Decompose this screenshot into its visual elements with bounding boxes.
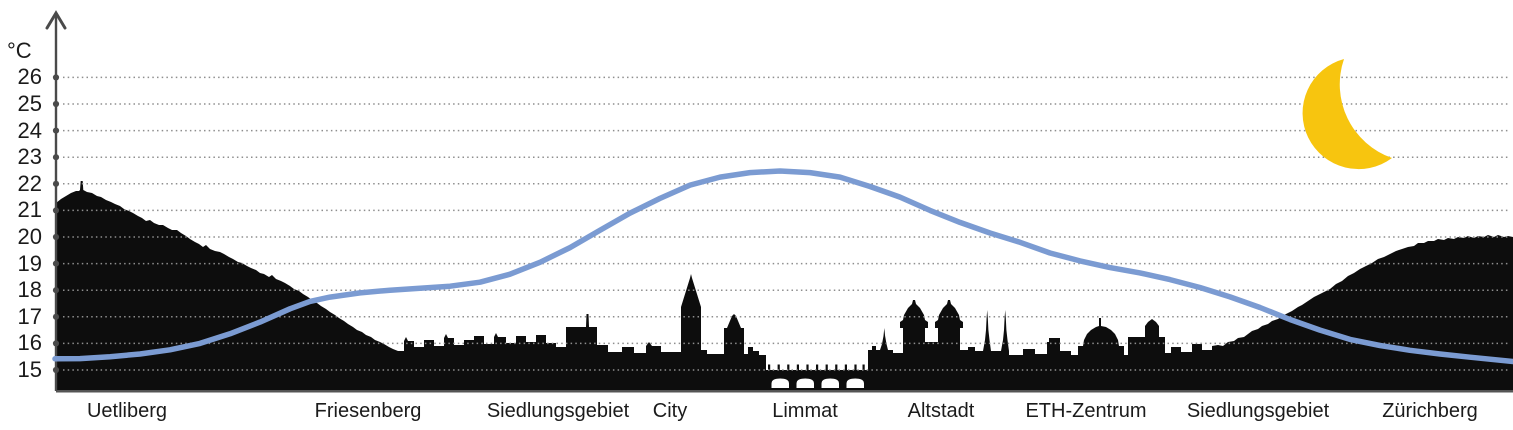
bridge-arch bbox=[821, 378, 839, 388]
bridge-arch bbox=[771, 378, 789, 388]
ground-baseline bbox=[56, 390, 1513, 393]
gridlines bbox=[63, 76, 1509, 371]
y-tick-label: 26 bbox=[17, 64, 42, 90]
y-tick-label: 25 bbox=[17, 91, 42, 116]
crescent-moon-icon bbox=[1302, 59, 1392, 170]
y-tick-label: 22 bbox=[17, 170, 42, 196]
y-tick-label: 24 bbox=[17, 117, 42, 143]
temperature-curve bbox=[52, 168, 1513, 365]
y-axis bbox=[45, 10, 67, 391]
y-tick-label: 16 bbox=[17, 330, 42, 356]
axis-tick-dot bbox=[52, 180, 60, 187]
skyline-silhouette bbox=[56, 181, 1513, 391]
axis-tick-dot bbox=[52, 260, 60, 267]
bridge-deck bbox=[762, 370, 872, 377]
axis-tick-dot bbox=[52, 287, 60, 294]
y-axis-unit-label: °C bbox=[7, 38, 32, 63]
axis-tick-dot bbox=[52, 154, 60, 161]
limmat-bridge bbox=[762, 364, 872, 388]
bridge-arch bbox=[846, 378, 864, 388]
bridge-underside bbox=[766, 376, 868, 388]
bridge-arch bbox=[796, 378, 814, 388]
y-tick-label: 21 bbox=[17, 197, 42, 223]
axis-tick-dot bbox=[52, 100, 60, 108]
axis-tick-dot bbox=[52, 366, 60, 374]
y-tick-label: 23 bbox=[17, 144, 42, 170]
axis-tick-dot bbox=[52, 340, 60, 347]
bridge-railing bbox=[768, 364, 865, 371]
y-axis-arrow-icon bbox=[45, 10, 67, 30]
y-tick-label: 20 bbox=[17, 224, 42, 249]
axis-tick-dot bbox=[52, 74, 60, 81]
y-tick-label: 17 bbox=[17, 303, 42, 329]
y-tick-label: 18 bbox=[17, 277, 42, 303]
axis-tick-dot bbox=[52, 207, 60, 214]
axis-tick-dot bbox=[52, 233, 60, 241]
axis-tick-dot bbox=[52, 127, 60, 134]
y-tick-label: 19 bbox=[17, 250, 42, 276]
axis-dots bbox=[52, 74, 60, 374]
y-tick-label: 15 bbox=[17, 357, 42, 382]
axis-tick-dot bbox=[52, 313, 60, 320]
